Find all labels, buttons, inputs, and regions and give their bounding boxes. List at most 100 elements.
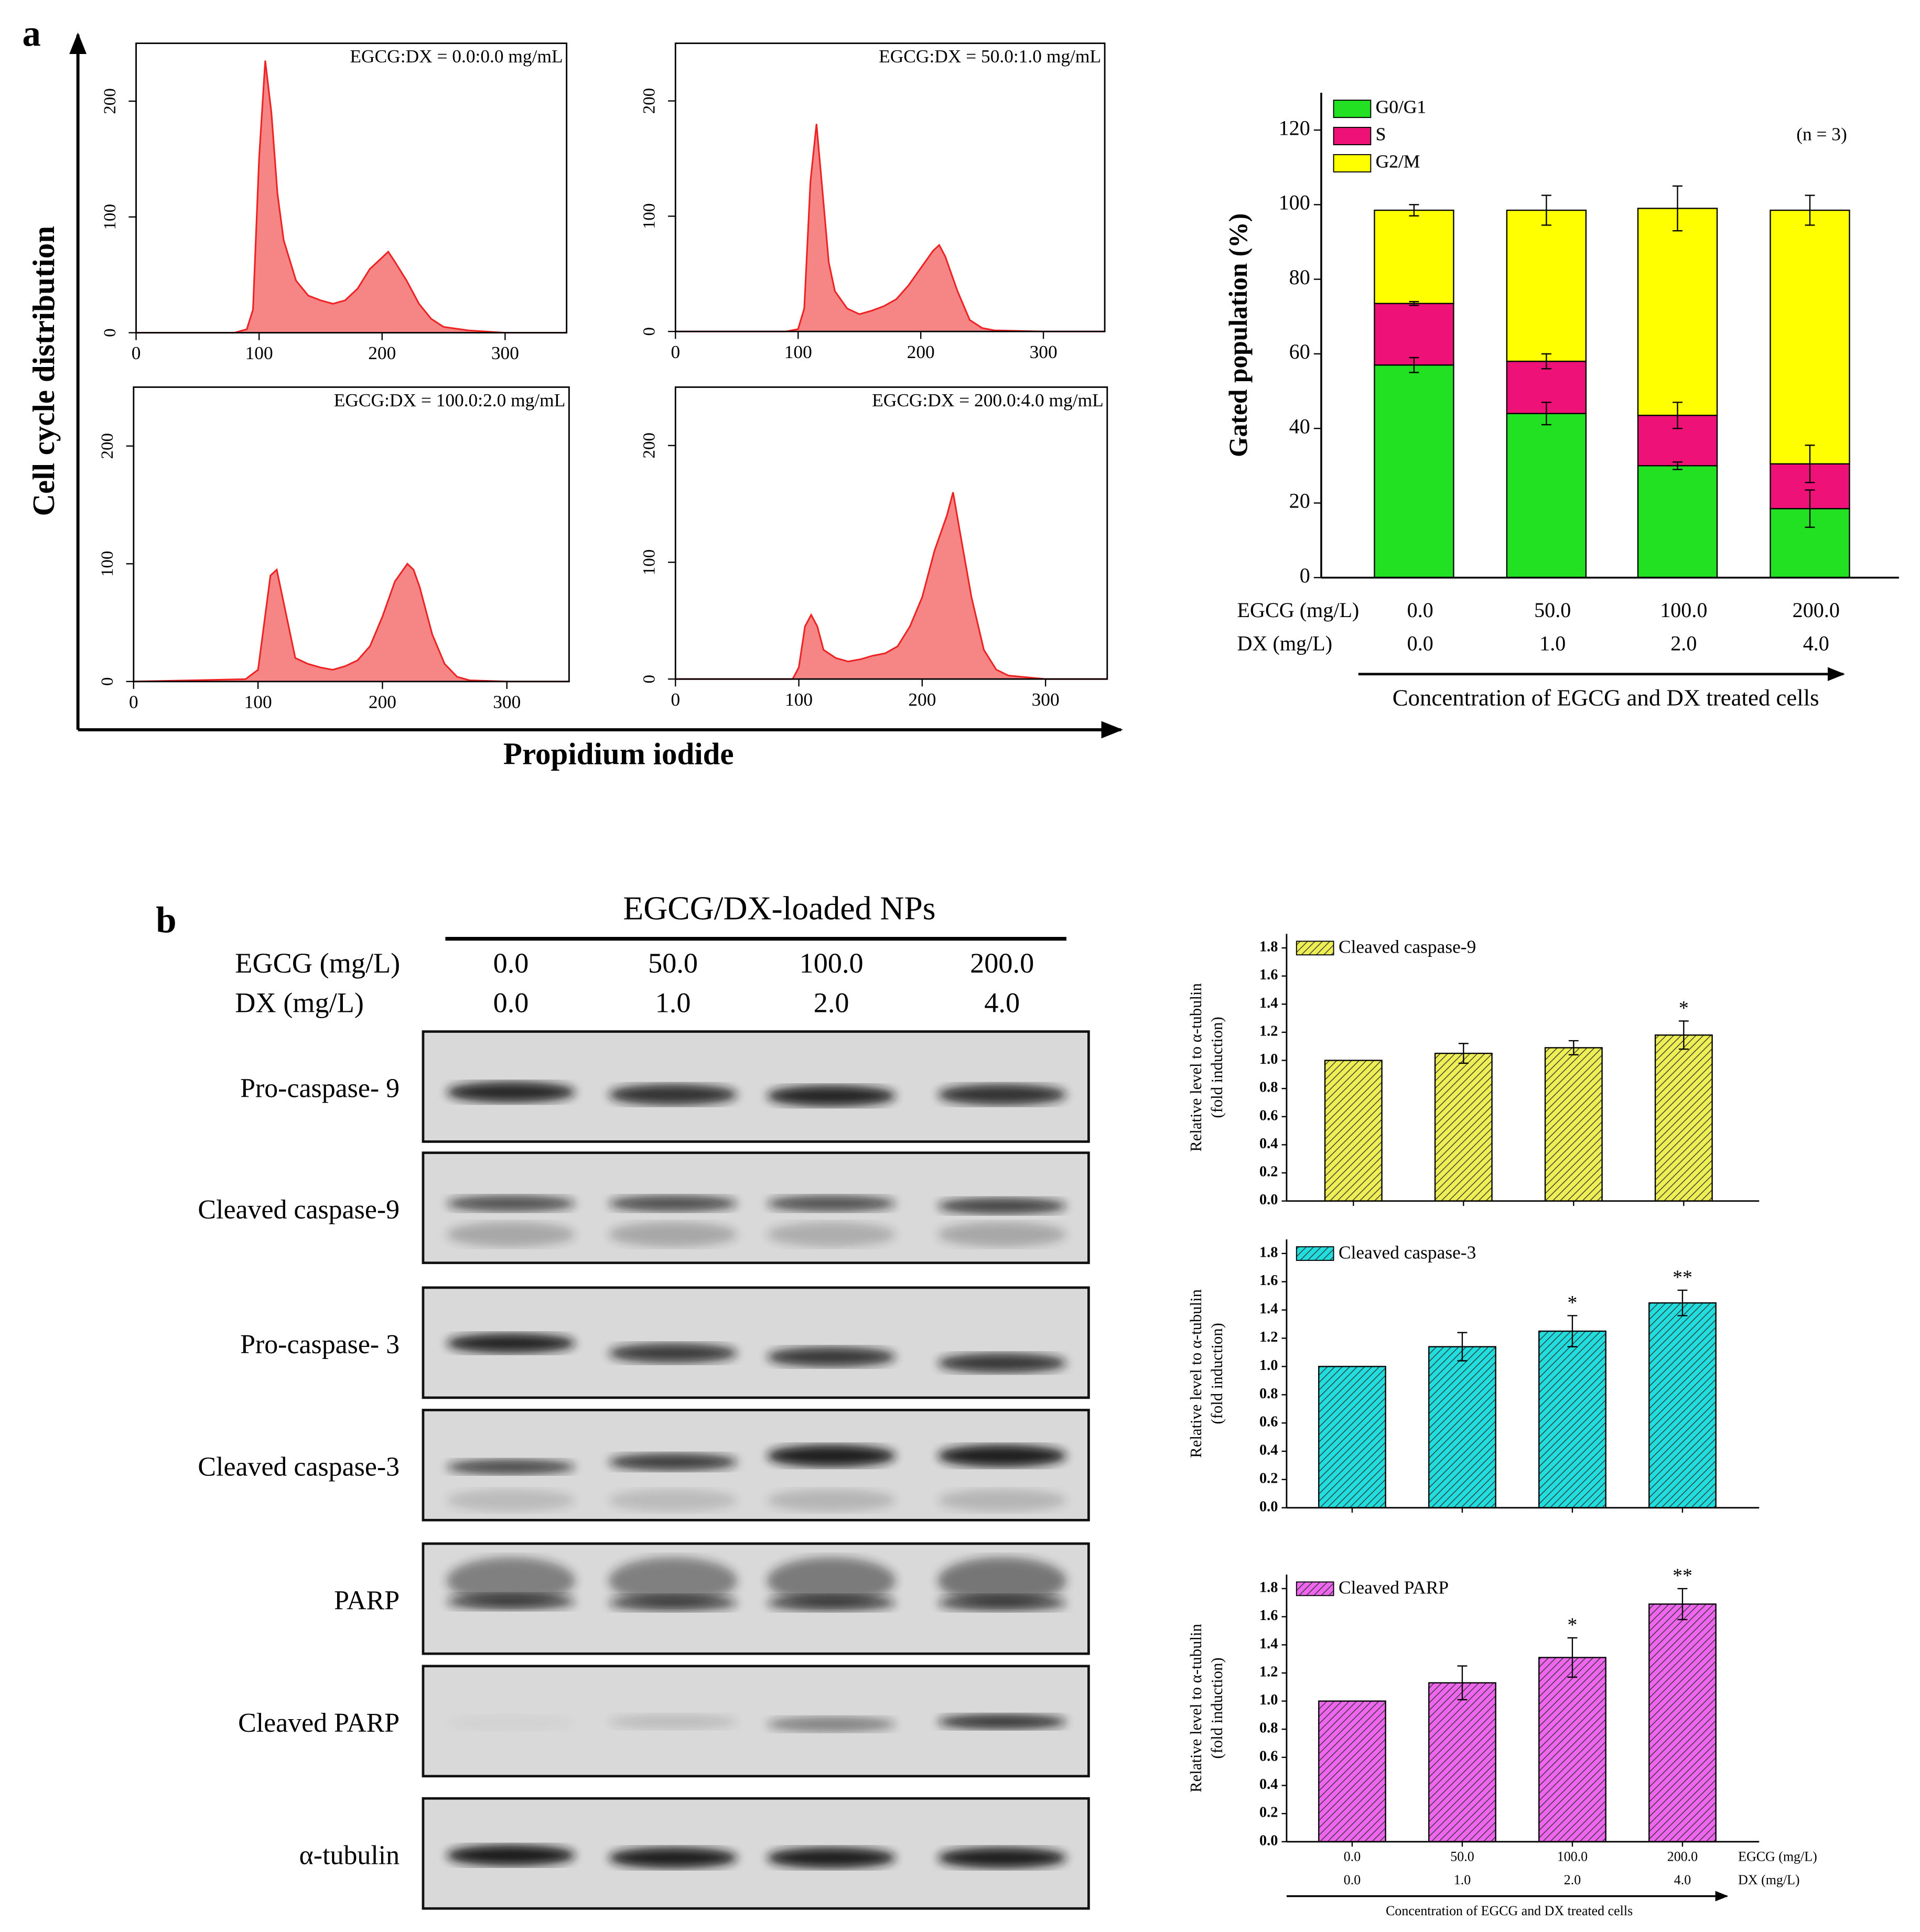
x-tick-label: 2.0 [1670, 632, 1697, 655]
legend-swatch [1296, 1581, 1334, 1596]
blot-band [446, 1222, 576, 1247]
bar [1538, 1657, 1606, 1842]
significance-label: ** [1673, 1564, 1692, 1586]
y-tick-label: 0.6 [1259, 1414, 1278, 1430]
error-bar [1678, 1020, 1689, 1050]
y-tick-label: 100 [640, 549, 659, 576]
y-tick-label: 1.2 [1259, 1023, 1278, 1039]
blot-band [608, 1714, 738, 1730]
row-label: EGCG (mg/L) [1738, 1849, 1817, 1864]
y-tick-label: 0.4 [1259, 1136, 1278, 1152]
x-tick-label: 100 [244, 691, 272, 712]
y-tick-label: 1.4 [1259, 995, 1278, 1011]
blot-band [767, 1557, 896, 1604]
blot-band [937, 1222, 1066, 1247]
y-tick-label: 100 [101, 204, 120, 230]
y-tick-label: 80 [1289, 265, 1310, 289]
blot-band [608, 1343, 738, 1363]
y-tick-label: 0.8 [1259, 1386, 1278, 1402]
x-tick-label: 200 [368, 342, 396, 363]
bar [1654, 1034, 1713, 1202]
band-label: Pro-caspase- 3 [240, 1330, 400, 1359]
x-tick-label: 100 [785, 689, 813, 710]
legend-swatch [1333, 154, 1372, 172]
blot-band [446, 1489, 576, 1512]
y-tick-label: 0.2 [1259, 1805, 1278, 1821]
bar [1428, 1682, 1496, 1842]
y-tick-label: 0.2 [1259, 1470, 1278, 1486]
blot-band [767, 1847, 896, 1869]
lane-label: 100.0 [800, 947, 864, 979]
error-bar [1805, 445, 1815, 483]
y-tick-label: 1.4 [1259, 1636, 1278, 1652]
chart-title: EGCG:DX = 100.0:2.0 mg/mL [334, 390, 566, 411]
y-tick-label: 60 [1289, 340, 1310, 363]
error-bar [1677, 1289, 1688, 1316]
y-tick-label: 0 [101, 328, 120, 337]
y-tick-label: 1.2 [1259, 1329, 1278, 1345]
error-bar [1409, 357, 1419, 373]
bar-segment [1637, 465, 1718, 578]
error-bar [1457, 1665, 1468, 1701]
legend-label: Cleaved caspase-3 [1339, 1242, 1476, 1262]
blot-group-label: EGCG/DX-loaded NPs [623, 889, 935, 926]
y-tick-label: 20 [1289, 489, 1310, 513]
histogram-area [133, 562, 569, 683]
blot-band [446, 1459, 576, 1475]
blot-band [767, 1195, 896, 1212]
blot-band [767, 1489, 896, 1512]
blot-band [608, 1557, 738, 1604]
y-tick-label: 0.6 [1259, 1748, 1278, 1764]
x-tick-label: 0.0 [1344, 1872, 1361, 1887]
significance-label: * [1568, 1614, 1578, 1636]
error-bar [1541, 402, 1551, 426]
x-tick-label: 50.0 [1534, 598, 1571, 622]
legend-swatch [1333, 100, 1372, 118]
y-axis-label: (fold induction) [1208, 1017, 1226, 1118]
blot-band [446, 1557, 576, 1604]
lane-label: 2.0 [814, 987, 849, 1018]
x-tick-label: 200 [908, 689, 936, 710]
bar-segment [1374, 303, 1454, 366]
blot-band [446, 1195, 576, 1212]
lane-label: 4.0 [984, 987, 1020, 1018]
x-tick-label: 0.0 [1407, 598, 1433, 622]
bar-segment [1506, 413, 1587, 578]
chart-title: EGCG:DX = 0.0:0.0 mg/mL [350, 46, 563, 67]
blot-band [767, 1717, 896, 1732]
error-bar [1673, 461, 1682, 470]
x-axis-label: Concentration of EGCG and DX treated cel… [1393, 685, 1819, 711]
legend-swatch [1296, 1246, 1334, 1261]
blot-band [608, 1847, 738, 1869]
error-bar [1673, 402, 1682, 429]
band-label: PARP [334, 1585, 400, 1615]
y-tick-label: 1.0 [1259, 1357, 1278, 1374]
error-bar [1677, 1588, 1688, 1621]
blot-band [767, 1347, 896, 1367]
histogram-area [136, 60, 567, 334]
y-tick-label: 0 [640, 327, 659, 336]
y-tick-label: 0.4 [1259, 1442, 1278, 1459]
y-axis-label: (fold induction) [1208, 1323, 1226, 1424]
x-tick-label: 0 [671, 689, 680, 710]
y-tick-label: 1.0 [1259, 1692, 1278, 1708]
chart-title: EGCG:DX = 50.0:1.0 mg/mL [879, 46, 1101, 67]
blot-band [937, 1353, 1066, 1373]
blot-band [608, 1222, 738, 1247]
lane-label: 0.0 [493, 987, 529, 1018]
annotation: (n = 3) [1796, 124, 1847, 145]
x-tick-label: 1.0 [1539, 632, 1566, 655]
band-label: Pro-caspase- 9 [240, 1074, 400, 1104]
y-axis-label: Relative level to α-tubulin [1187, 1624, 1205, 1793]
x-tick-label: 200 [369, 691, 396, 712]
bar [1318, 1700, 1386, 1842]
y-tick-label: 120 [1279, 116, 1310, 139]
band-label: Cleaved caspase-9 [198, 1195, 400, 1225]
error-bar [1805, 489, 1815, 528]
blot-band [937, 1489, 1066, 1512]
blot-band [937, 1557, 1066, 1604]
y-tick-label: 0.2 [1259, 1164, 1278, 1180]
x-tick-label: 50.0 [1450, 1849, 1474, 1864]
blot-band [608, 1595, 738, 1611]
